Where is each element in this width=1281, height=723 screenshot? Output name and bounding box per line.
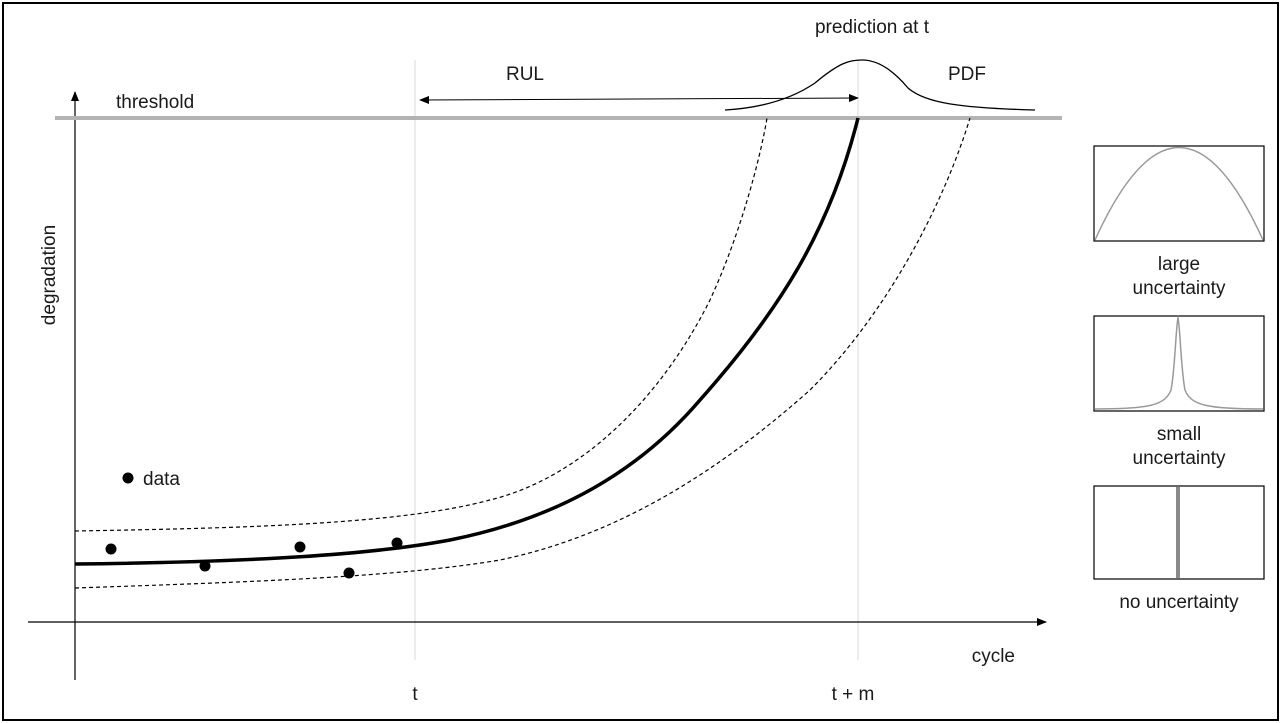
tick-label-t: t (412, 684, 418, 705)
data-point (294, 541, 306, 553)
upper-bound-curve (74, 117, 768, 532)
rul-arrow (419, 94, 859, 104)
data-legend-dot (122, 472, 134, 484)
panel-caption-large: large uncertainty (1089, 253, 1269, 301)
panel-caption-line: no uncertainty (1119, 592, 1239, 613)
y-axis-label: degradation (39, 225, 60, 325)
panel-large-uncertainty (1093, 145, 1265, 242)
pdf-label: PDF (948, 64, 986, 85)
panel-caption-small: small uncertainty (1089, 423, 1269, 471)
x-axis-label: cycle (972, 646, 1015, 667)
rul-label: RUL (506, 64, 544, 85)
threshold-label: threshold (116, 92, 194, 113)
degradation-curve (74, 117, 860, 566)
data-point (391, 537, 403, 549)
panel-no-uncertainty (1093, 485, 1265, 580)
data-point (343, 567, 355, 579)
panel-small-curve (1094, 315, 1264, 410)
panel-caption-line: uncertainty (1132, 278, 1226, 299)
panel-caption-line: large (1157, 254, 1201, 275)
panel-small-uncertainty (1093, 315, 1265, 412)
data-legend-label: data (143, 469, 180, 490)
tick-label-tm: t + m (832, 684, 875, 705)
data-point (105, 543, 117, 555)
panel-caption-line: small (1156, 424, 1202, 445)
lower-bound-curve (74, 117, 971, 589)
panel-large-curve (1094, 147, 1264, 241)
pdf-curve (724, 59, 1036, 111)
panel-caption-none: no uncertainty (1089, 591, 1269, 615)
panel-caption-line: uncertainty (1132, 448, 1226, 469)
data-point (199, 560, 211, 572)
prediction-label: prediction at t (815, 17, 930, 38)
